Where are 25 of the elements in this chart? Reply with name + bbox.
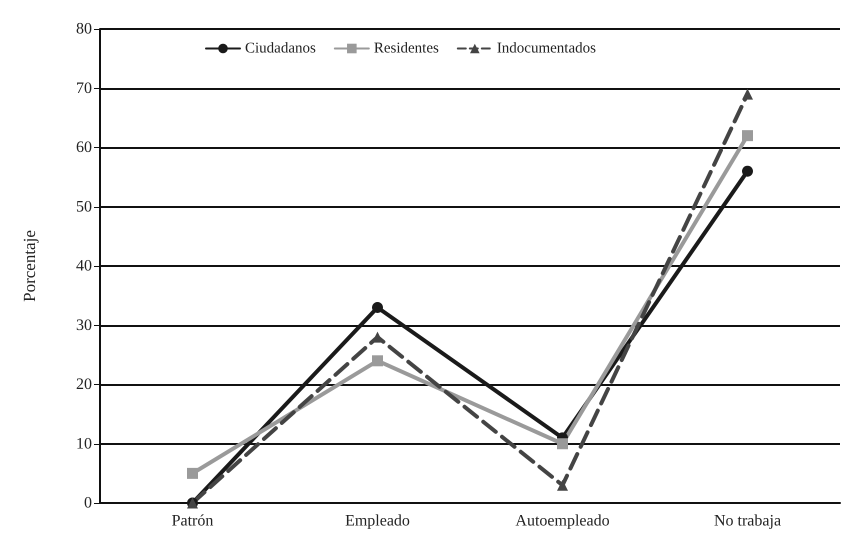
x-tick-label: No trabaja: [714, 512, 782, 530]
y-tick-label: 0: [84, 494, 92, 512]
legend-label: Residentes: [374, 40, 439, 56]
x-tick-label: Autoempleado: [515, 512, 610, 530]
point: [557, 438, 568, 450]
point: [742, 88, 753, 100]
x-tick-label: Empleado: [345, 512, 410, 530]
y-tick-label: 80: [76, 20, 92, 38]
y-tick-label: 70: [76, 80, 92, 97]
y-tick-label: 50: [76, 198, 92, 216]
point: [557, 480, 568, 491]
y-tick-label: 40: [76, 258, 92, 274]
y-tick-label: 30: [76, 316, 92, 334]
y-axis-title: Porcentaje: [20, 230, 39, 302]
y-tick-label: 20: [76, 376, 92, 393]
legend-label: Ciudadanos: [245, 40, 316, 56]
point: [742, 130, 753, 142]
point: [742, 166, 753, 177]
point: [372, 355, 383, 366]
point: [187, 468, 198, 479]
y-tick-label: 10: [76, 435, 92, 452]
y-tick-label: 60: [76, 139, 92, 156]
legend-label: Indocumentados: [496, 40, 596, 56]
point: [372, 302, 383, 313]
x-tick-label: Patrón: [172, 512, 214, 530]
